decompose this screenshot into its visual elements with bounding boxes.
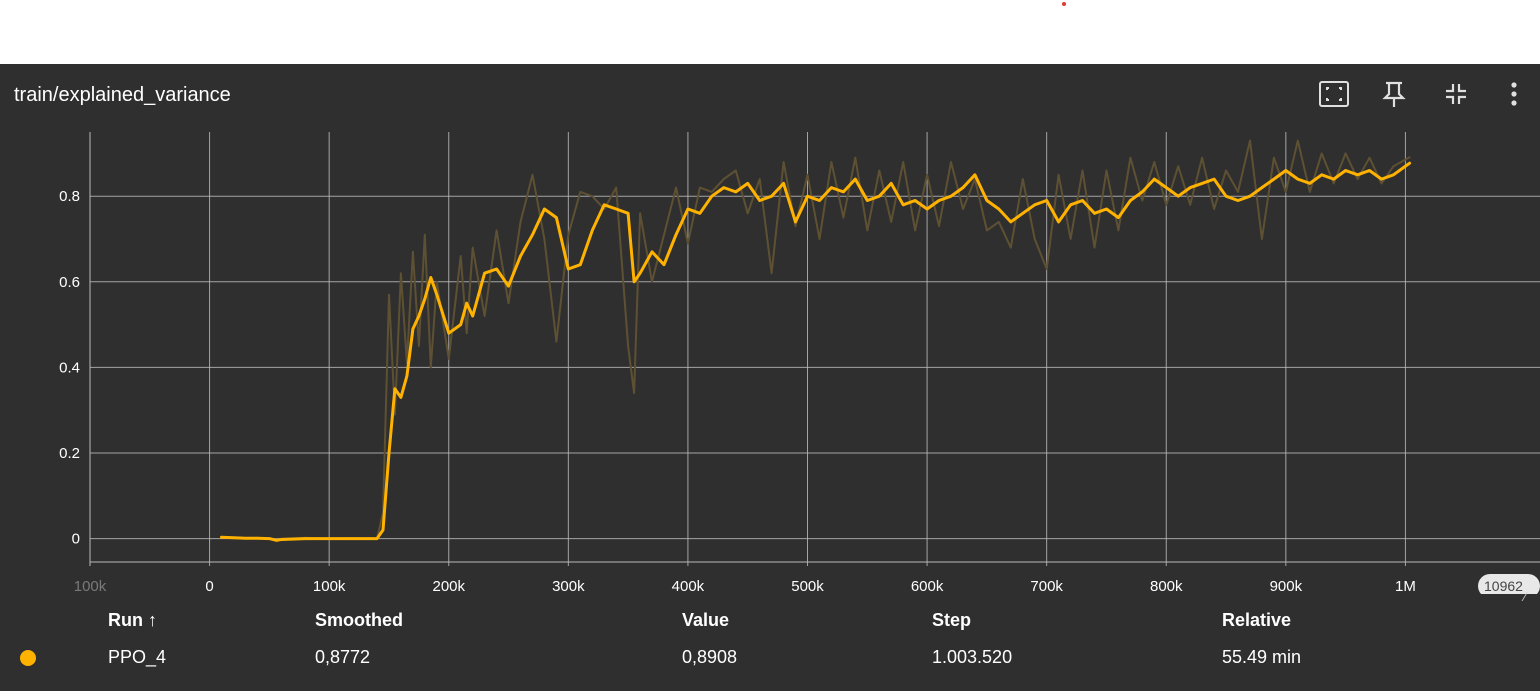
header-step: Step <box>932 610 972 630</box>
pin-button[interactable] <box>1378 78 1410 110</box>
collapse-button[interactable] <box>1440 78 1472 110</box>
y-tick-label: 0.8 <box>59 188 80 205</box>
y-tick-label: 0.6 <box>59 274 80 291</box>
x-tick-label: 200k <box>432 578 465 594</box>
cell-step: 1.003.520 <box>932 647 1013 667</box>
x-tick-label: 300k <box>552 578 585 594</box>
x-tick-label: 1M <box>1395 578 1416 594</box>
cell-value: 0,8908 <box>682 647 738 667</box>
pin-icon <box>1382 81 1406 107</box>
header-smoothed: Smoothed <box>315 610 403 630</box>
fit-screen-button[interactable] <box>1318 78 1350 110</box>
scalar-card: train/explained_variance 1 <box>0 64 1540 691</box>
x-tick-label: 0 <box>205 578 213 594</box>
collapse-icon <box>1446 84 1466 104</box>
x-tick-label: 900k <box>1270 578 1303 594</box>
indicator-dot <box>1062 2 1066 6</box>
top-strip <box>0 0 1540 64</box>
x-tick-label: 600k <box>911 578 944 594</box>
x-range-chip-label: 10962 <box>1484 578 1523 594</box>
resize-handle-icon[interactable]: ⁄ <box>1523 590 1526 604</box>
line-chart[interactable]: 100k 0 100k 200k 300k 400k 500k 600k 700k 800k 900… <box>0 124 1540 598</box>
cell-run: PPO_4 <box>108 647 167 667</box>
fit-screen-icon <box>1319 81 1349 107</box>
header-value: Value <box>682 610 730 630</box>
y-tick-label: 0.4 <box>59 359 80 376</box>
more-options-button[interactable] <box>1498 78 1530 110</box>
card-title: train/explained_variance <box>14 84 231 106</box>
x-tick-label: 500k <box>791 578 824 594</box>
y-tick-label: 0 <box>72 531 80 548</box>
x-tick-label: 800k <box>1150 578 1183 594</box>
x-tick-label: 400k <box>672 578 705 594</box>
header-relative: Relative <box>1222 610 1292 630</box>
x-tick-label: 100k <box>74 578 107 594</box>
series-line-raw[interactable] <box>220 139 1411 543</box>
run-table: Run ↑ Smoothed Value Step Relative PPO_4… <box>0 604 1540 691</box>
cell-relative: 55.49 min <box>1222 647 1302 667</box>
y-tick-label: 0.2 <box>59 445 80 462</box>
series-line-smoothed[interactable] <box>220 161 1412 542</box>
x-range-chip[interactable] <box>1478 574 1540 598</box>
cell-smoothed: 0,8772 <box>315 647 371 667</box>
run-color-dot <box>20 650 36 666</box>
header-run[interactable]: Run ↑ <box>108 610 157 630</box>
x-tick-label: 100k <box>313 578 346 594</box>
x-tick-label: 700k <box>1030 578 1063 594</box>
chart-area[interactable]: 100k 0 100k 200k 300k 400k 500k 600k 700k 800k 900… <box>0 124 1540 598</box>
more-vert-icon <box>1511 82 1517 106</box>
